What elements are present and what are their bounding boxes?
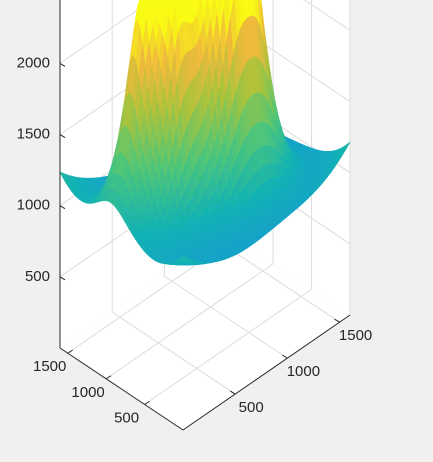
y-tick-label: 1000 xyxy=(71,384,104,401)
z-tick-label: 2000 xyxy=(17,54,50,71)
x-tick-label: 1000 xyxy=(287,363,320,380)
y-tick-label: 500 xyxy=(114,409,139,426)
x-tick-label: 1500 xyxy=(339,327,372,344)
z-tick-label: 1500 xyxy=(17,125,50,142)
z-tick-label: 500 xyxy=(25,268,50,285)
x-tick-label: 500 xyxy=(239,399,264,416)
y-tick-label: 1500 xyxy=(33,358,66,375)
z-tick-label: 1000 xyxy=(17,197,50,214)
